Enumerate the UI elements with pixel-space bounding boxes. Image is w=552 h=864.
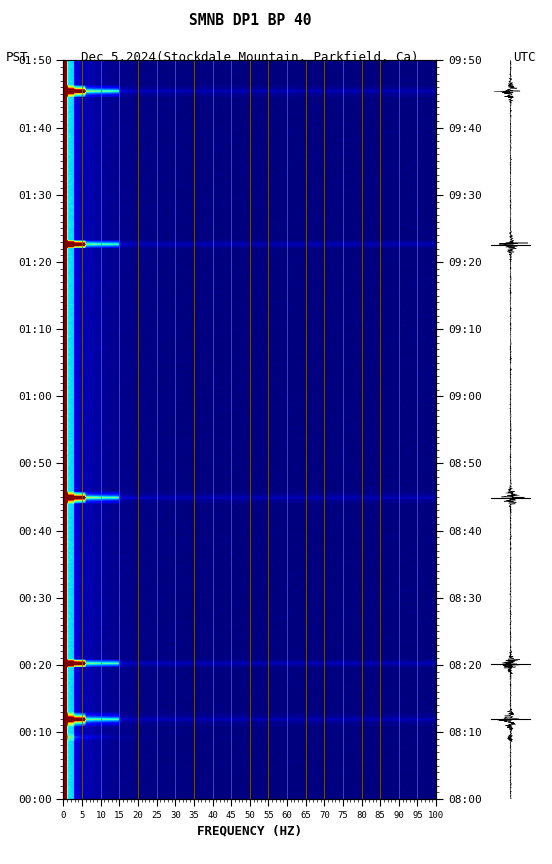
Text: PST: PST (6, 52, 28, 65)
Text: Dec 5,2024(Stockdale Mountain, Parkfield, Ca): Dec 5,2024(Stockdale Mountain, Parkfield… (81, 52, 418, 65)
Text: UTC: UTC (513, 52, 535, 65)
Text: SMNB DP1 BP 40: SMNB DP1 BP 40 (189, 13, 311, 29)
X-axis label: FREQUENCY (HZ): FREQUENCY (HZ) (197, 824, 302, 837)
